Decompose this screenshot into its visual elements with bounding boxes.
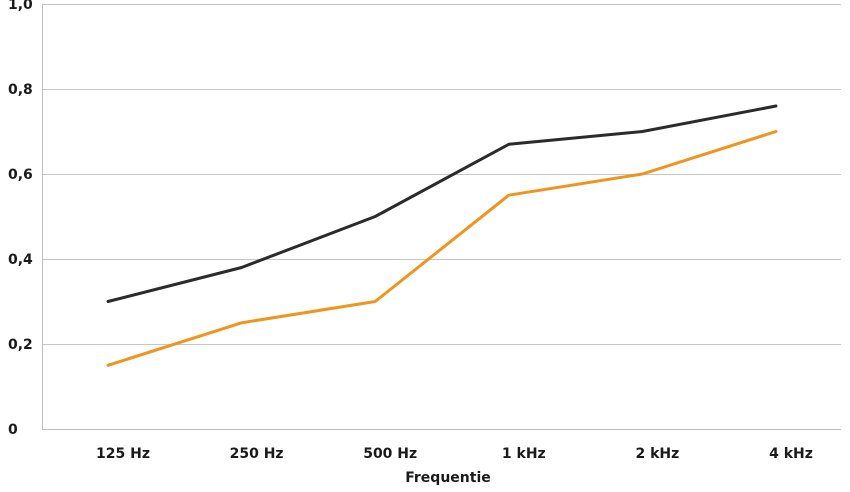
x-tick-label: 500 Hz	[363, 446, 417, 462]
series-line-2	[106, 130, 778, 367]
x-axis-title: Frequentie	[405, 470, 491, 486]
gridlines	[42, 4, 841, 345]
y-tick-label: 0,6	[8, 167, 33, 183]
x-axis-tick-labels: 125 Hz 250 Hz 500 Hz 1 kHz 2 kHz 4 kHz	[96, 446, 813, 462]
x-tick-label: 250 Hz	[230, 446, 284, 462]
series-line-1	[106, 104, 778, 303]
y-tick-label: 0,4	[8, 252, 33, 268]
x-tick-label: 4 kHz	[769, 446, 813, 462]
series-lines	[106, 104, 778, 367]
axes	[42, 4, 841, 430]
x-tick-label: 125 Hz	[96, 446, 150, 462]
y-tick-label: 0,8	[8, 82, 33, 98]
x-tick-label: 2 kHz	[636, 446, 680, 462]
y-tick-label: 0	[8, 422, 18, 438]
y-tick-label: 1,0	[8, 0, 33, 13]
x-tick-label: 1 kHz	[502, 446, 546, 462]
y-axis-tick-labels: 0 0,2 0,4 0,6 0,8 1,0	[8, 0, 33, 438]
y-tick-label: 0,2	[8, 337, 33, 353]
